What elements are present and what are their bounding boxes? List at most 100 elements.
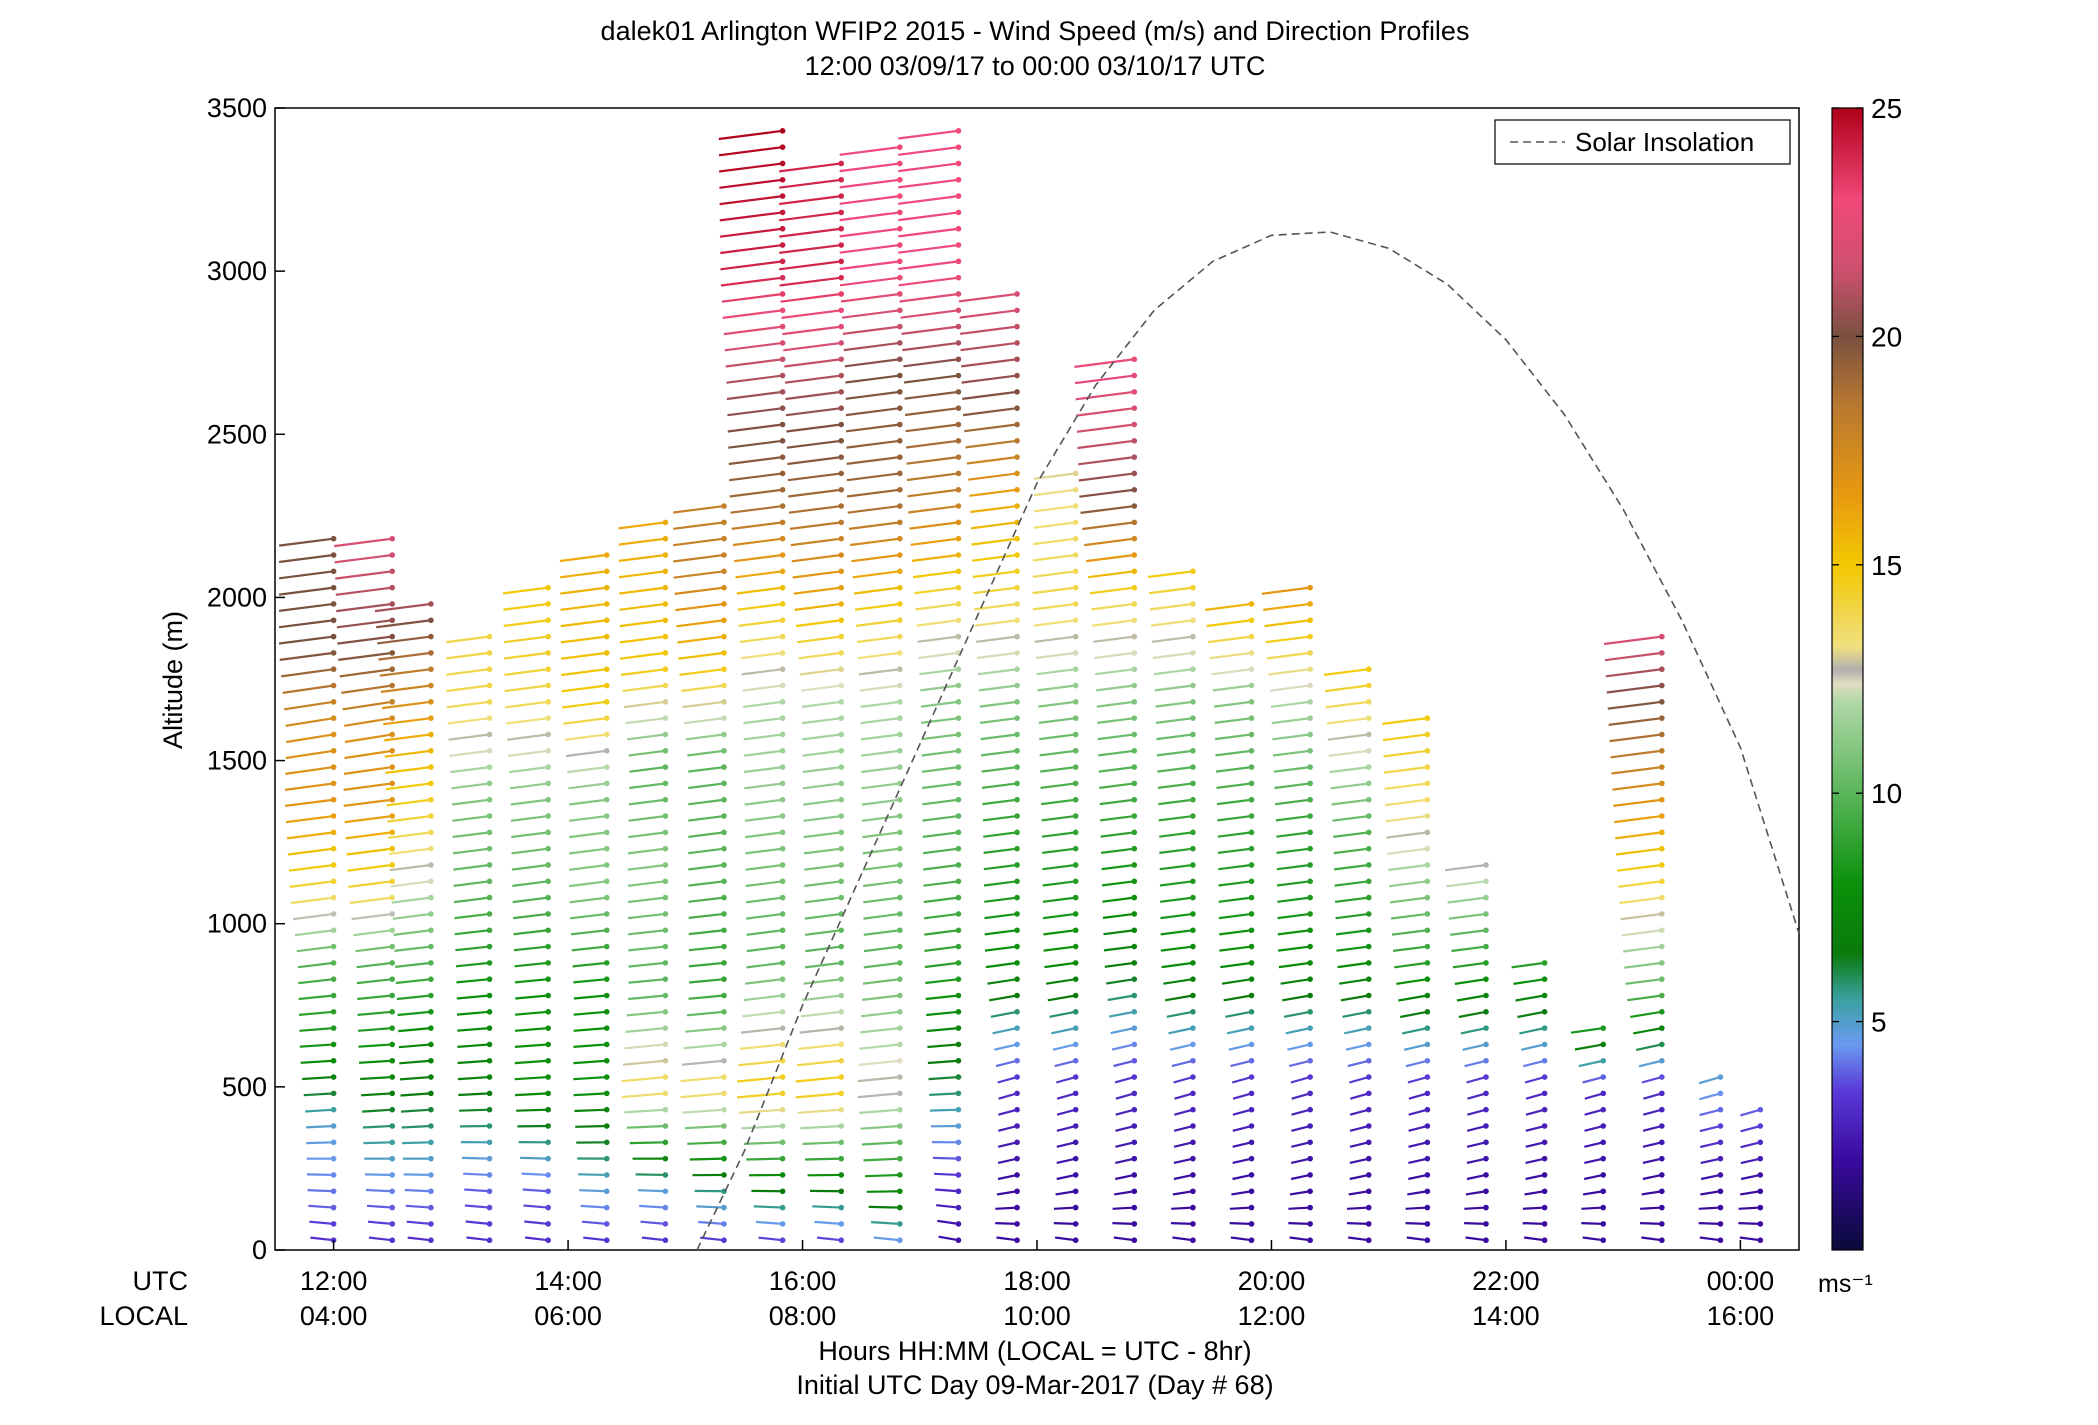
- wind-barb: [1032, 601, 1079, 611]
- wind-barb: [1405, 1221, 1431, 1227]
- wind-barb: [453, 894, 493, 904]
- wind-barb: [353, 927, 396, 937]
- wind-barb: [1740, 1172, 1764, 1181]
- wind-barb: [929, 1106, 962, 1113]
- wind-barb: [358, 1041, 396, 1048]
- wind-barb: [347, 862, 396, 872]
- wind-barb: [860, 1025, 903, 1034]
- wind-barb: [906, 470, 962, 482]
- wind-barb: [1325, 699, 1372, 709]
- wind-barb: [673, 535, 727, 547]
- wind-barb: [802, 780, 845, 790]
- wind-barb: [1156, 747, 1196, 757]
- wind-barb: [1218, 862, 1255, 871]
- wind-barb: [786, 438, 845, 449]
- wind-barb: [1152, 650, 1196, 660]
- wind-barb: [688, 960, 727, 968]
- wind-barb: [457, 1074, 493, 1081]
- wind-barb: [1406, 1236, 1431, 1244]
- wind-barb: [795, 1090, 845, 1099]
- wind-barb: [309, 1220, 337, 1227]
- wind-barb: [509, 780, 551, 790]
- wind-barb: [859, 682, 903, 692]
- wind-barb: [579, 1188, 610, 1195]
- wind-barb: [1209, 650, 1255, 660]
- wind-barb: [1642, 1172, 1665, 1181]
- wind-barb: [917, 633, 962, 643]
- wind-barb: [520, 1155, 551, 1162]
- wind-barb: [1349, 1172, 1372, 1181]
- wind-barb: [792, 568, 845, 579]
- wind-barb: [1231, 1188, 1255, 1196]
- wind-barb: [1346, 1221, 1372, 1227]
- wind-barb: [860, 731, 903, 741]
- wind-barb: [1511, 960, 1548, 969]
- wind-barb: [404, 1188, 434, 1195]
- wind-barb: [627, 878, 669, 887]
- wind-barb: [619, 584, 669, 595]
- wind-barb: [278, 552, 337, 564]
- wind-barb: [306, 1139, 337, 1146]
- legend-box: [1494, 119, 1791, 165]
- wind-barb: [984, 943, 1020, 952]
- wind-barb: [398, 1041, 434, 1049]
- wind-barb: [904, 389, 962, 400]
- wind-barb: [513, 943, 551, 952]
- wind-barb: [746, 960, 786, 969]
- wind-barb: [857, 1090, 903, 1099]
- wind-barb: [1155, 715, 1196, 724]
- wind-barb: [736, 584, 786, 595]
- wind-barb: [515, 992, 551, 1000]
- wind-barb: [688, 943, 727, 952]
- wind-barb: [456, 992, 493, 1000]
- wind-barb: [845, 421, 903, 433]
- wind-barb: [1614, 813, 1665, 824]
- wind-barb: [858, 666, 903, 676]
- wind-barb: [1465, 1236, 1489, 1244]
- wind-barb: [1075, 389, 1138, 401]
- wind-barb: [725, 356, 786, 368]
- wind-barb: [1054, 1057, 1079, 1068]
- wind-barb: [278, 568, 337, 580]
- wind-barb: [780, 291, 845, 303]
- wind-barb: [452, 813, 493, 822]
- wind-barb: [565, 747, 610, 758]
- wind-barb: [1098, 764, 1138, 773]
- wind-barb: [779, 160, 845, 173]
- wind-barb: [1385, 796, 1431, 807]
- wind-barb: [721, 291, 786, 303]
- wind-barb: [458, 1090, 493, 1097]
- wind-barb: [452, 845, 493, 855]
- wind-barb: [982, 796, 1020, 806]
- wind-barb: [1270, 699, 1313, 708]
- wind-barb: [839, 258, 903, 271]
- wind-barb: [573, 976, 610, 984]
- wind-barb: [797, 633, 845, 644]
- wind-barb: [1407, 1074, 1431, 1084]
- wind-barb: [1056, 1074, 1079, 1084]
- wind-barb: [570, 911, 610, 920]
- wind-barb: [731, 519, 786, 530]
- wind-barb: [923, 862, 962, 871]
- wind-barb: [456, 976, 493, 984]
- wind-barb: [306, 1155, 337, 1162]
- wind-barb: [688, 927, 727, 936]
- wind-barb: [983, 829, 1020, 838]
- wind-barb: [346, 845, 396, 856]
- wind-barb: [843, 340, 903, 352]
- wind-barb: [973, 584, 1020, 595]
- wind-barb: [677, 633, 727, 644]
- wind-barb: [635, 1172, 669, 1178]
- wind-barb: [1161, 960, 1196, 969]
- wind-barb: [783, 340, 845, 352]
- wind-barb: [728, 454, 786, 466]
- wind-barb: [864, 1172, 903, 1178]
- wind-barb: [343, 780, 396, 791]
- wind-barb: [398, 1025, 434, 1033]
- wind-barb: [505, 699, 551, 709]
- wind-barb: [367, 1220, 396, 1227]
- wind-barb: [393, 927, 434, 936]
- colorbar-tick-label: 20: [1871, 321, 1902, 352]
- wind-barb: [627, 911, 669, 920]
- wind-barb: [1612, 780, 1665, 791]
